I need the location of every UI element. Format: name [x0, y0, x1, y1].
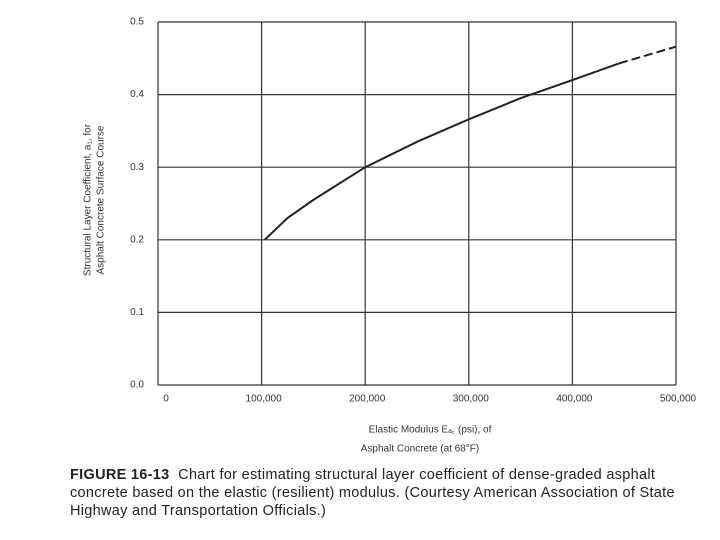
x-tick-label: 100,000	[246, 394, 283, 405]
y-tick-label: 0.1	[130, 307, 144, 318]
x-axis-label: Elastic Modulus Eₐ꜀ (psi), of	[369, 425, 492, 436]
x-tick-label: 300,000	[453, 394, 490, 405]
x-tick-label: 400,000	[556, 394, 593, 405]
y-tick-label: 0.5	[130, 17, 144, 28]
figure-label: FIGURE 16-13	[70, 467, 170, 483]
x-axis-label: Asphalt Concrete (at 68°F)	[361, 444, 480, 455]
y-tick-label: 0.2	[130, 234, 144, 245]
caption: FIGURE 16-13 Chart for estimating struct…	[70, 466, 690, 520]
y-tick-label: 0.3	[130, 162, 144, 173]
y-axis-label: Structural Layer Coefficient, a₁, for	[83, 123, 94, 276]
chart: Structural Layer Coefficient, a₁, for As…	[83, 17, 697, 455]
data-line	[264, 62, 620, 241]
x-tick-label: 0	[163, 394, 169, 405]
y-axis-label: Asphalt Concrete Surface Course	[96, 125, 107, 274]
x-tick-label: 200,000	[349, 394, 386, 405]
data-line	[618, 45, 677, 65]
caption-text: Chart for estimating structural layer co…	[70, 467, 675, 519]
y-label-group: Structural Layer Coefficient, a₁, for As…	[83, 123, 107, 276]
x-tick-label: 500,000	[660, 394, 697, 405]
y-tick-label: 0.4	[130, 89, 144, 100]
y-tick-label: 0.0	[130, 380, 144, 391]
